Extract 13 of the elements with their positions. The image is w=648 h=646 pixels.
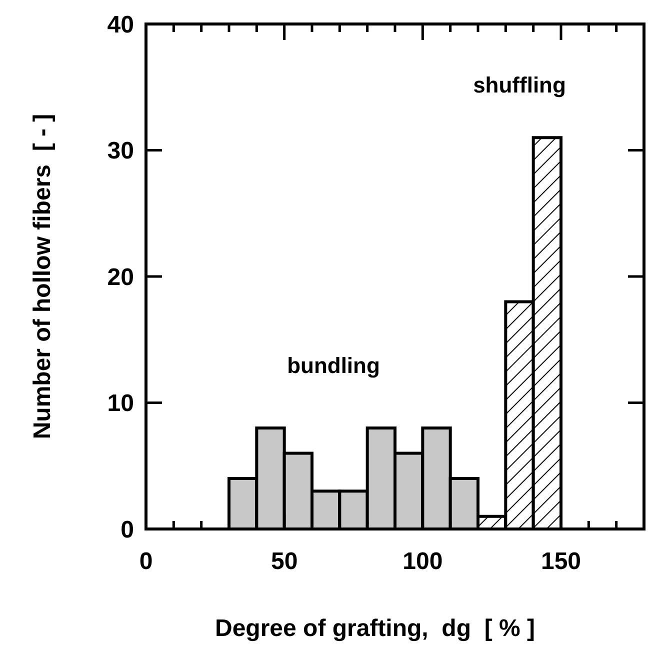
y-tick-label: 0: [120, 516, 134, 544]
series-label: shuffling: [473, 72, 566, 98]
y-axis-title: Number of hollow fibers [ - ]: [29, 114, 56, 440]
x-axis-title: Degree of grafting, dg [ % ]: [214, 615, 536, 642]
y-tick-label: 40: [107, 11, 134, 38]
y-tick-label: 30: [107, 138, 134, 165]
y-tick-label: 20: [107, 264, 134, 291]
x-tick-label: 50: [270, 548, 298, 575]
x-tick-label: 0: [139, 548, 153, 575]
y-tick-label: 10: [107, 390, 134, 418]
x-tick-label: 100: [402, 548, 443, 575]
text: bundling: [287, 353, 380, 378]
x-tick-label: 150: [540, 548, 582, 575]
